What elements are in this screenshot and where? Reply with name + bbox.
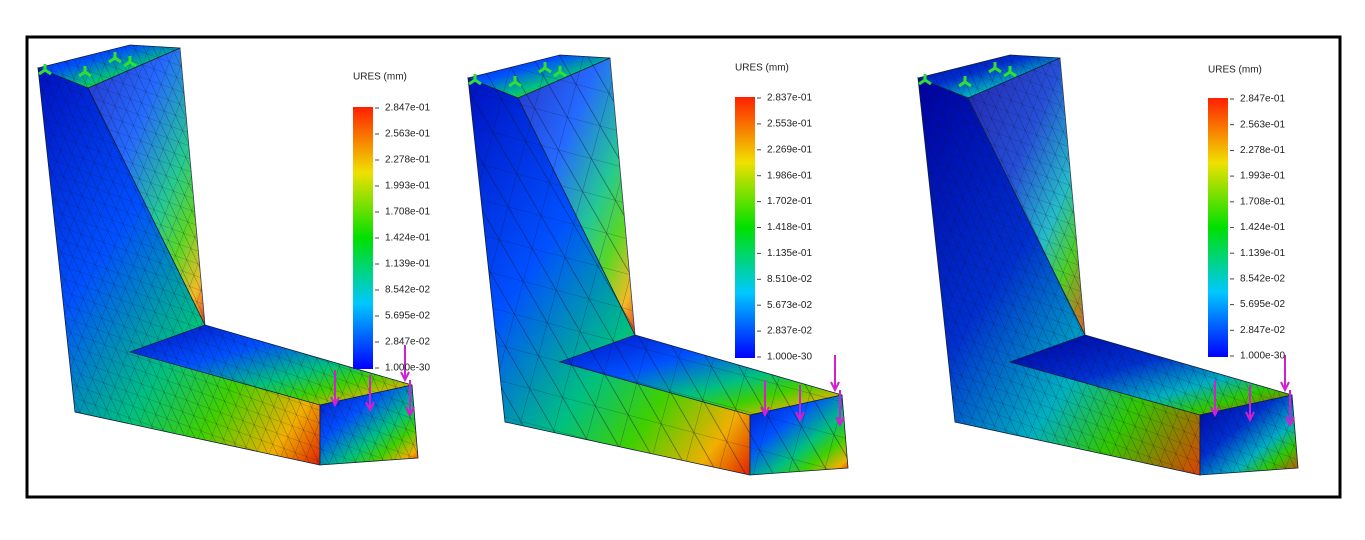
fixture-icon (988, 62, 1002, 74)
legend-label: 2.847e-01 (385, 103, 430, 114)
load-arrow (330, 370, 340, 408)
mesh (518, 58, 635, 335)
load-arrow (760, 380, 770, 418)
load-arrow (405, 380, 415, 418)
load-arrow (835, 390, 845, 428)
legend-label: 1.708e-01 (385, 207, 430, 218)
legend-label: 2.847e-02 (1240, 325, 1285, 336)
legend-label: 2.278e-01 (1240, 145, 1285, 156)
legend-label: 5.695e-02 (1240, 299, 1285, 310)
load-arrow (830, 355, 840, 393)
legend-label: 1.986e-01 (767, 170, 812, 181)
color-bar (353, 107, 373, 369)
legend-label: 2.837e-02 (767, 326, 812, 337)
legend-label: 1.135e-01 (767, 248, 812, 259)
load-arrow (1285, 390, 1295, 428)
legend-label: 1.993e-01 (385, 181, 430, 192)
legend-label: 8.542e-02 (1240, 274, 1285, 285)
legend-title: URES (mm) (735, 63, 789, 74)
fixture-icon (468, 74, 482, 86)
legend-label: 1.708e-01 (1240, 196, 1285, 207)
legend-label: 2.563e-01 (385, 129, 430, 140)
legend-label: 1.993e-01 (1240, 171, 1285, 182)
legend-label: 1.000e-30 (385, 363, 430, 374)
fixture-icon (508, 76, 522, 88)
legend-label: 8.510e-02 (767, 274, 812, 285)
mesh (320, 385, 418, 465)
mesh (88, 48, 205, 325)
legend-label: 5.673e-02 (767, 300, 812, 311)
fixture-icon (1003, 66, 1017, 78)
legend-label: 1.424e-01 (385, 233, 430, 244)
load-arrow (365, 375, 375, 413)
legend-label: 2.847e-02 (385, 337, 430, 348)
legend-label: 2.553e-01 (767, 119, 812, 130)
fixture-icon (553, 66, 567, 78)
frame (25, 35, 1342, 499)
mesh (750, 395, 848, 475)
legend-label: 1.139e-01 (1240, 248, 1285, 259)
mesh (560, 335, 842, 415)
legend-label: 1.702e-01 (767, 196, 812, 207)
legend-label: 2.847e-01 (1240, 94, 1285, 105)
legend-label: 8.542e-02 (385, 285, 430, 296)
legend-title: URES (mm) (1208, 65, 1262, 76)
mesh (918, 55, 1060, 98)
legend-label: 1.139e-01 (385, 259, 430, 270)
color-bar (735, 97, 755, 358)
legend-label: 1.418e-01 (767, 222, 812, 233)
mesh (1010, 335, 1292, 415)
fixture-icon (918, 74, 932, 86)
legend-label: 2.269e-01 (767, 144, 812, 155)
mesh (130, 325, 412, 405)
legend-label: 5.695e-02 (385, 311, 430, 322)
mesh (468, 55, 610, 98)
load-arrow (795, 385, 805, 423)
legend-label: 2.278e-01 (385, 155, 430, 166)
load-arrow (1280, 355, 1290, 393)
fixture-icon (38, 64, 52, 76)
mesh (38, 45, 180, 88)
load-arrow (1210, 380, 1220, 418)
legend-title: URES (mm) (353, 72, 407, 83)
legend-label: 2.837e-01 (767, 93, 812, 104)
fixture-icon (958, 76, 972, 88)
load-arrow (400, 345, 410, 383)
legend-label: 1.424e-01 (1240, 222, 1285, 233)
fixture-icon (78, 66, 92, 78)
color-bar (1208, 98, 1228, 357)
legend-label: 2.563e-01 (1240, 119, 1285, 130)
mesh (968, 58, 1085, 335)
legend-label: 1.000e-30 (1240, 351, 1285, 362)
fixture-icon (538, 62, 552, 74)
fixture-icon (123, 56, 137, 68)
mesh (1200, 395, 1298, 475)
load-arrow (1245, 385, 1255, 423)
legend-label: 1.000e-30 (767, 352, 812, 363)
fixture-icon (108, 52, 122, 64)
